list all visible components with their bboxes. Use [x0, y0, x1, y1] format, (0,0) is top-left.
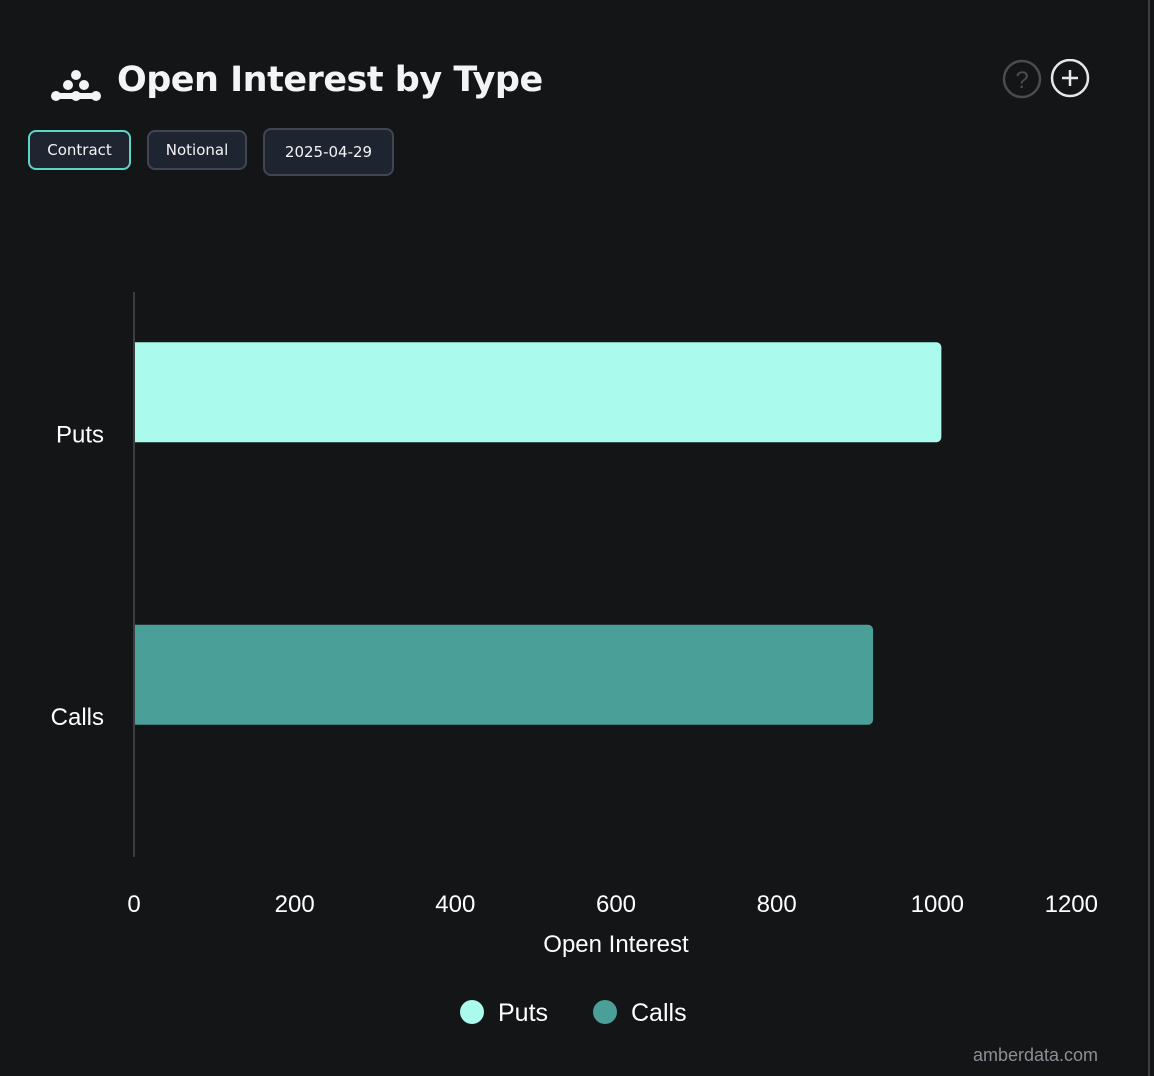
panel-border: [1148, 0, 1150, 1076]
x-tick-label: 1200: [1045, 891, 1098, 918]
svg-text:?: ?: [1015, 67, 1028, 94]
credit-text: amberdata.com: [972, 1045, 1098, 1065]
contract-toggle-button[interactable]: Contract: [28, 130, 131, 170]
x-tick-label: 0: [127, 891, 140, 918]
bar-puts: [135, 342, 942, 443]
legend-label-calls: Calls: [631, 999, 687, 1027]
amberdata-logo-icon: [51, 70, 101, 101]
plus-circle-icon[interactable]: [1050, 59, 1090, 99]
chart-title: Open Interest by Type: [117, 60, 543, 100]
x-tick-label: 200: [275, 891, 315, 918]
x-tick-label: 1000: [911, 891, 964, 918]
y-tick-label: Calls: [51, 704, 104, 731]
x-tick-label: 400: [435, 891, 475, 918]
date-picker[interactable]: 2025-04-29: [263, 128, 394, 176]
legend-marker-calls: [593, 1000, 617, 1024]
x-axis-title: Open Interest: [543, 931, 689, 958]
legend-label-puts: Puts: [498, 999, 548, 1027]
x-tick-label: 600: [596, 891, 636, 918]
notional-toggle-button[interactable]: Notional: [147, 130, 247, 170]
legend-marker-puts: [460, 1000, 484, 1024]
bar-calls: [135, 624, 874, 725]
y-tick-label: Puts: [56, 421, 104, 448]
x-tick-label: 800: [757, 891, 797, 918]
question-circle-icon[interactable]: ?: [1002, 59, 1042, 99]
